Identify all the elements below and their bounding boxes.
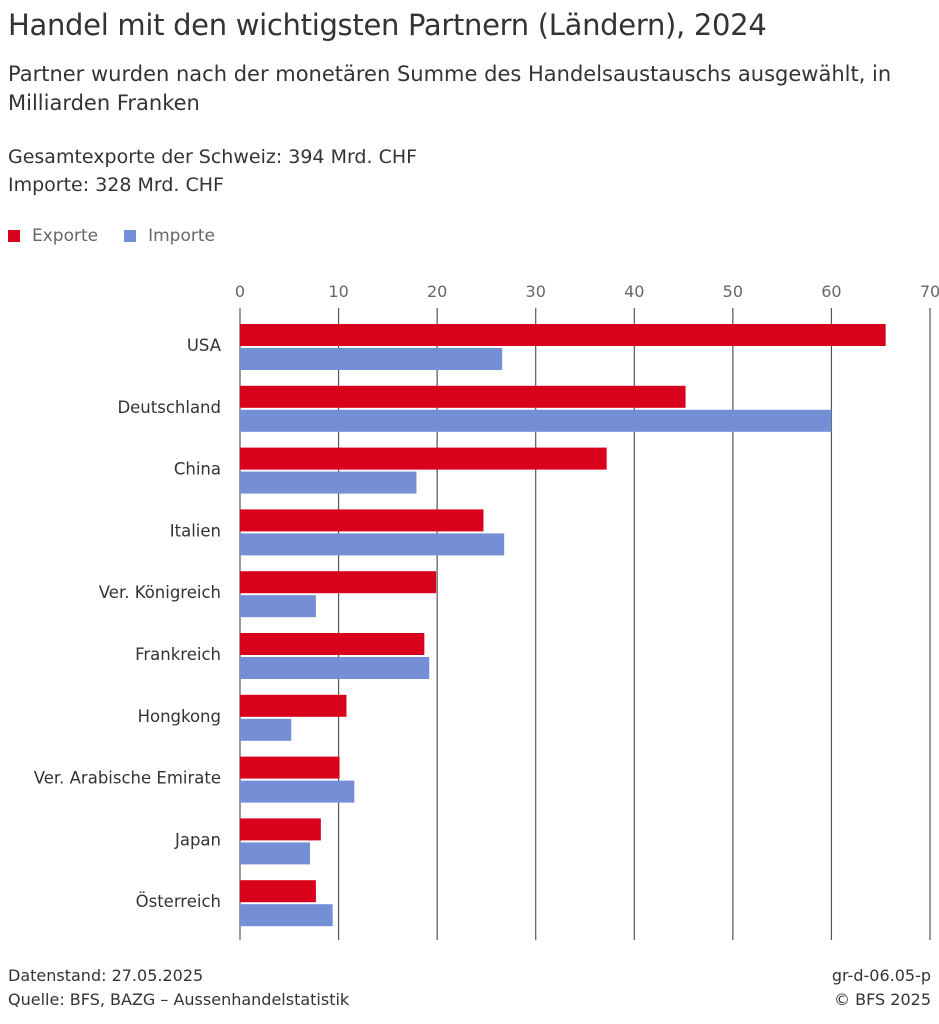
import-bar-3: [240, 533, 505, 556]
legend-label-imports: Importe: [148, 226, 215, 246]
category-label-2: China: [174, 460, 221, 479]
exports-swatch: [8, 230, 20, 242]
category-label-0: USA: [187, 336, 222, 355]
import-bar-2: [240, 471, 417, 494]
legend-item-exports: Exporte: [8, 226, 98, 246]
x-tick-label-40: 40: [624, 282, 644, 301]
legend-label-exports: Exporte: [32, 226, 99, 246]
export-bar-0: [240, 324, 886, 346]
legend-item-imports: Importe: [124, 226, 215, 246]
footer-right: gr-d-06.05-p © BFS 2025: [832, 964, 931, 1012]
x-tick-label-30: 30: [526, 282, 546, 301]
bar-chart: 0 10 20 30 40 50 60 70 USA Deutschland China Italie…: [34, 282, 939, 940]
legend: Exporte Importe: [8, 226, 241, 246]
import-bar-8: [240, 842, 310, 865]
category-label-6: Hongkong: [138, 707, 221, 726]
import-bar-4: [240, 595, 316, 618]
chart-subtitle: Partner wurden nach der monetären Summe …: [8, 62, 892, 115]
export-bar-3: [240, 509, 484, 532]
x-tick-label-0: 0: [235, 282, 245, 301]
category-label-7: Ver. Arabische Emirate: [34, 769, 221, 788]
export-bar-4: [240, 571, 437, 594]
export-bar-8: [240, 818, 321, 841]
source-note: Quelle: BFS, BAZG – Aussenhandelstatisti…: [8, 990, 350, 1009]
category-label-9: Österreich: [136, 892, 221, 911]
category-label-5: Frankreich: [135, 645, 221, 664]
imports-swatch: [124, 230, 137, 242]
export-bar-9: [240, 880, 316, 903]
chart-code: gr-d-06.05-p: [831, 966, 931, 985]
x-tick-label-20: 20: [427, 282, 447, 301]
import-bar-6: [240, 718, 292, 741]
imports-total-note: Importe: 328 Mrd. CHF: [8, 174, 224, 196]
category-label-8: Japan: [174, 830, 221, 849]
import-bar-5: [240, 657, 430, 679]
copyright: © BFS 2025: [834, 990, 931, 1009]
category-label-4: Ver. Königreich: [99, 583, 221, 602]
export-bar-2: [240, 447, 607, 470]
import-bar-0: [240, 348, 503, 370]
footer-left: Datenstand: 27.05.2025 Quelle: BFS, BAZG…: [8, 964, 349, 1012]
category-label-1: Deutschland: [117, 398, 221, 417]
x-tick-label-10: 10: [328, 282, 348, 301]
category-label-3: Italien: [170, 521, 221, 540]
x-tick-label-60: 60: [821, 282, 841, 301]
exports-total-note: Gesamtexporte der Schweiz: 394 Mrd. CHF: [8, 146, 418, 168]
export-bar-7: [240, 756, 340, 779]
data-date: Datenstand: 27.05.2025: [8, 966, 204, 985]
x-tick-label-70: 70: [920, 282, 939, 301]
export-bar-1: [240, 385, 686, 408]
chart-title: Handel mit den wichtigsten Partnern (Län…: [8, 8, 767, 42]
import-bar-7: [240, 780, 355, 803]
import-bar-1: [240, 409, 832, 432]
import-bar-9: [240, 904, 333, 927]
x-tick-label-50: 50: [723, 282, 743, 301]
export-bar-5: [240, 633, 425, 655]
export-bar-6: [240, 694, 347, 717]
